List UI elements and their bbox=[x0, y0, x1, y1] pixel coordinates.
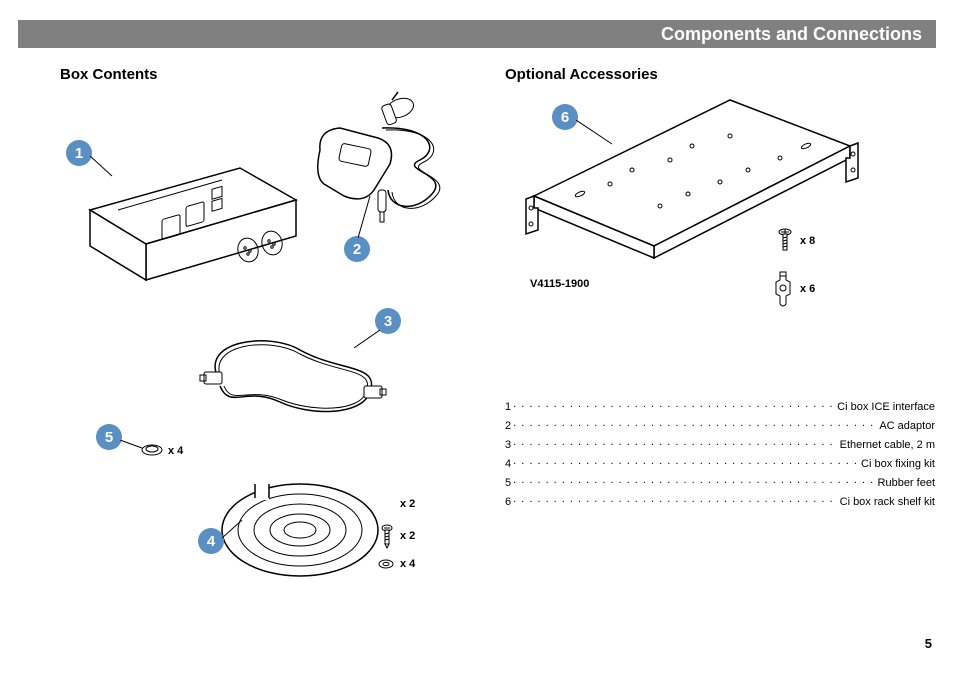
legend-num: 4 bbox=[505, 458, 511, 470]
icon-fixing-washer bbox=[378, 559, 394, 569]
legend-text: Rubber feet bbox=[878, 477, 935, 489]
legend-num: 1 bbox=[505, 401, 511, 413]
icon-shelf-screw bbox=[778, 228, 792, 258]
qty-feet: x 4 bbox=[168, 445, 183, 457]
page-number: 5 bbox=[925, 636, 932, 651]
heading-box-contents: Box Contents bbox=[60, 66, 158, 83]
legend-list: 1 Ci box ICE interface 2 AC adaptor 3 Et… bbox=[505, 398, 935, 512]
legend-dots bbox=[513, 493, 838, 505]
page: Components and Connections Box Contents … bbox=[0, 0, 954, 673]
legend-dots bbox=[513, 455, 859, 467]
legend-row: 2 AC adaptor bbox=[505, 417, 935, 432]
callout-5: 5 bbox=[96, 424, 122, 450]
leader-1 bbox=[90, 156, 120, 186]
legend-num: 2 bbox=[505, 420, 511, 432]
part-number: V4115-1900 bbox=[530, 278, 589, 290]
heading-optional-accessories: Optional Accessories bbox=[505, 66, 658, 83]
leader-6 bbox=[576, 120, 616, 150]
leader-3 bbox=[354, 330, 384, 350]
legend-text: Ci box ICE interface bbox=[837, 401, 935, 413]
legend-row: 5 Rubber feet bbox=[505, 474, 935, 489]
qty-bracket-washer: x 4 bbox=[400, 558, 415, 570]
leader-5 bbox=[120, 440, 144, 454]
legend-num: 5 bbox=[505, 477, 511, 489]
legend-text: Ci box rack shelf kit bbox=[840, 496, 935, 508]
callout-1: 1 bbox=[66, 140, 92, 166]
legend-dots bbox=[513, 474, 875, 486]
legend-row: 4 Ci box fixing kit bbox=[505, 455, 935, 470]
callout-4: 4 bbox=[198, 528, 224, 554]
legend-num: 3 bbox=[505, 439, 511, 451]
page-title: Components and Connections bbox=[661, 24, 922, 45]
legend-dots bbox=[513, 398, 835, 410]
legend-row: 6 Ci box rack shelf kit bbox=[505, 493, 935, 508]
legend-dots bbox=[513, 436, 837, 448]
icon-fixing-screw bbox=[380, 524, 394, 550]
legend-num: 6 bbox=[505, 496, 511, 508]
leader-2 bbox=[358, 196, 388, 242]
qty-bracket-screw: x 2 bbox=[400, 530, 415, 542]
legend-text: Ethernet cable, 2 m bbox=[840, 439, 935, 451]
legend-dots bbox=[513, 417, 877, 429]
legend-text: AC adaptor bbox=[879, 420, 935, 432]
legend-row: 1 Ci box ICE interface bbox=[505, 398, 935, 413]
legend-row: 3 Ethernet cable, 2 m bbox=[505, 436, 935, 451]
qty-shelf-screw: x 8 bbox=[800, 235, 815, 247]
qty-shelf-clip: x 6 bbox=[800, 283, 815, 295]
qty-bracket-strap: x 2 bbox=[400, 498, 415, 510]
legend-text: Ci box fixing kit bbox=[861, 458, 935, 470]
icon-shelf-clip bbox=[772, 270, 794, 308]
callout-6: 6 bbox=[552, 104, 578, 130]
leader-4 bbox=[222, 520, 244, 542]
title-bar: Components and Connections bbox=[18, 20, 936, 48]
